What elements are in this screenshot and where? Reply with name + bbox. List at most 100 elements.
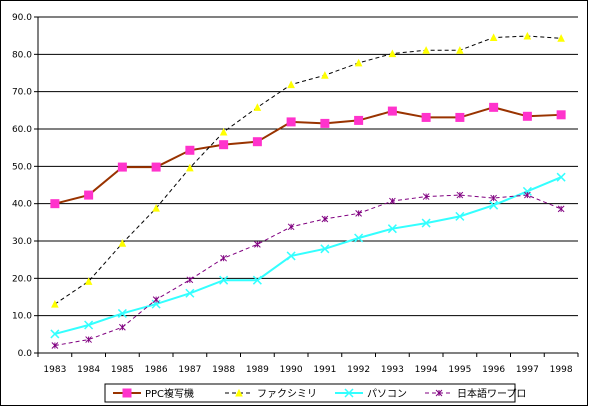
data-point [523, 31, 532, 40]
x-tick-label: 1993 [381, 365, 404, 375]
data-point [152, 204, 160, 212]
data-point [151, 299, 161, 309]
data-point [252, 137, 262, 147]
data-point [355, 210, 362, 217]
data-point [320, 244, 330, 254]
series-line [54, 194, 562, 347]
data-point [522, 111, 532, 121]
data-point [185, 145, 195, 155]
data-point [85, 336, 92, 343]
data-point [557, 34, 565, 42]
data-point [185, 288, 195, 298]
x-tick-label: 1995 [448, 365, 471, 375]
data-point [152, 296, 160, 303]
x-tick-label: 1987 [178, 365, 201, 375]
series-2 [51, 31, 565, 308]
series-4 [51, 191, 565, 349]
data-point [489, 200, 499, 210]
x-tick-label: 1990 [280, 365, 303, 375]
legend-swatch-marker [235, 388, 243, 397]
data-point [557, 205, 565, 213]
y-tick-label: 10.0 [12, 312, 32, 322]
legend-label: パソコン [367, 388, 407, 400]
data-point [186, 276, 194, 284]
data-point [422, 46, 430, 54]
data-point [456, 191, 464, 199]
data-point [456, 46, 464, 54]
legend-label: ファクシミリ [257, 388, 317, 400]
data-point [253, 103, 262, 111]
data-point [286, 117, 296, 127]
y-tick-label: 20.0 [12, 274, 32, 284]
x-tick-label: 1992 [347, 365, 370, 375]
data-point [84, 320, 94, 330]
data-point [119, 323, 126, 331]
series-group [50, 31, 566, 349]
x-tick-label: 1983 [43, 365, 66, 375]
data-point [219, 127, 228, 136]
x-tick-label: 1991 [313, 365, 336, 375]
series-3 [50, 172, 566, 339]
data-point [421, 218, 431, 228]
data-point [389, 197, 396, 205]
y-tick-label: 30.0 [12, 237, 32, 247]
data-point [51, 299, 59, 308]
data-point [287, 223, 295, 231]
y-tick-label: 0.0 [18, 349, 33, 359]
data-point [455, 211, 465, 221]
data-point [321, 71, 329, 79]
y-tick-label: 80.0 [12, 50, 32, 60]
data-point [354, 115, 364, 125]
series-line [54, 35, 562, 305]
legend-entry: パソコン [335, 388, 407, 400]
legend-swatch-marker [122, 388, 132, 398]
legend-box [104, 383, 516, 403]
y-tick-label: 70.0 [12, 88, 32, 98]
data-point [252, 275, 262, 285]
data-point [50, 329, 60, 339]
data-point [118, 239, 127, 247]
data-point [556, 172, 566, 182]
x-tick-label: 1998 [550, 365, 573, 375]
data-point [522, 186, 532, 196]
data-point [321, 215, 329, 223]
y-tick-label: 40.0 [12, 200, 32, 210]
data-point [254, 241, 261, 248]
y-tick-label: 90.0 [12, 13, 32, 23]
x-tick-label: 1994 [415, 365, 438, 375]
legend-swatch-marker [344, 388, 354, 398]
x-tick-label: 1986 [145, 365, 168, 375]
x-tick-label: 1988 [212, 365, 235, 375]
legend-entry: 日本語ワープロ [425, 387, 526, 400]
legend-label: PPC複写機 [145, 387, 194, 400]
data-point [387, 224, 397, 234]
data-point [51, 342, 59, 349]
data-point [186, 163, 194, 172]
data-point [50, 199, 60, 209]
data-point [388, 49, 397, 58]
data-point [286, 251, 296, 261]
legend-entry: PPC複写機 [113, 387, 194, 400]
data-point [421, 112, 431, 122]
axes [34, 16, 579, 357]
x-tick-labels: 1983 1984 1985 1986 1987 1988 1989 1990 1991 1992… [43, 365, 572, 375]
y-tick-label: 50.0 [12, 162, 32, 172]
data-point [84, 277, 93, 285]
y-tick-labels: 0.0 10.0 20.0 30.0 40.0 50.0 60.0 70.0 80.0 90.0 [12, 13, 32, 359]
data-point [387, 106, 397, 116]
x-tick-label: 1985 [111, 365, 134, 375]
data-point [220, 254, 227, 262]
data-point [287, 80, 295, 89]
data-point [489, 102, 499, 112]
y-tick-label: 60.0 [12, 125, 32, 135]
data-point [354, 233, 364, 243]
x-tick-label: 1989 [246, 365, 269, 375]
data-point [422, 193, 430, 200]
series-1 [50, 102, 566, 209]
legend-label: 日本語ワープロ [457, 387, 526, 400]
data-point [117, 162, 127, 172]
data-point [151, 162, 161, 172]
data-point [354, 58, 363, 67]
